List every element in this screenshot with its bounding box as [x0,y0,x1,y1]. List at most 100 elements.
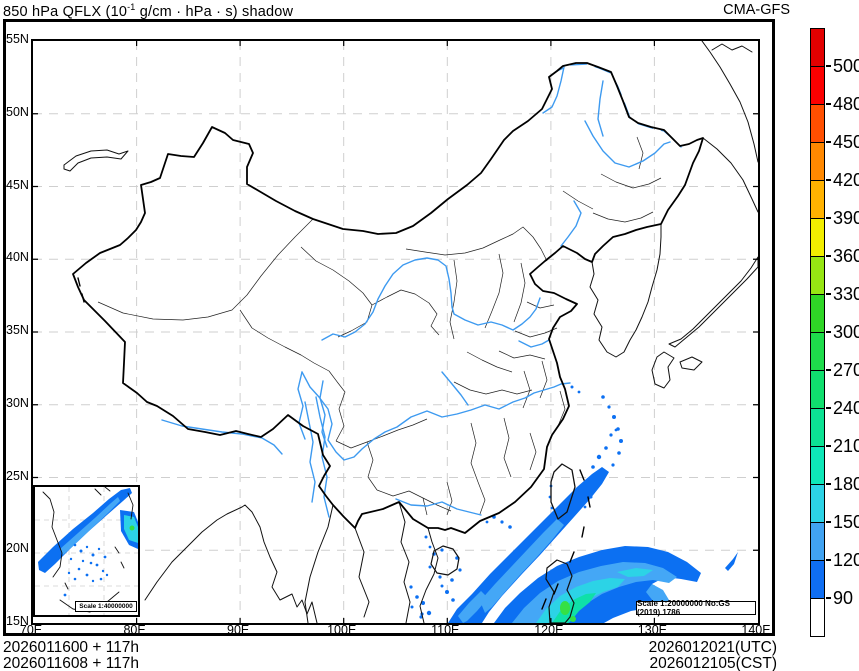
colorbar-tick-90 [826,597,831,599]
colorbar-segment-0 [810,28,825,67]
lat-label-55N: 55N [6,32,29,46]
colorbar-label-300: 300 [833,322,859,342]
laos-border [398,501,411,623]
china-map-svg [33,41,758,623]
colorbar-label-90: 90 [833,588,854,608]
colorbar-tick-120 [826,559,831,561]
colorbar-label-150: 150 [833,512,859,532]
russia-seaofjapan-coast [702,137,758,213]
lon-label-100E: 100E [327,623,357,637]
jinsha-river [319,380,328,448]
lat-label-40N: 40N [6,250,29,265]
colorbar-segment-9 [810,370,825,409]
colorbar-tick-480 [826,103,831,105]
colorbar-label-500: 500 [833,56,859,76]
colorbar-label-390: 390 [833,208,859,228]
colorbar-tick-420 [826,179,831,181]
lat-label-20N: 20N [6,541,29,556]
colorbar-segment-5 [810,218,825,257]
russia-strait [711,43,753,53]
outer-frame [3,19,775,636]
china-national-border [72,62,704,534]
japan-shikoku [679,356,703,371]
lon-label-130E: 130E [637,623,667,637]
japan-honshu [668,256,758,348]
yarlung-river [161,419,283,455]
map-canvas [31,39,760,625]
lat-label-30N: 30N [6,395,29,410]
colorbar-segment-3 [810,142,825,181]
colorbar-label-240: 240 [833,398,859,418]
colorbar-label-270: 270 [833,360,859,380]
lat-label-45N: 45N [6,177,29,192]
colorbar-tick-300 [826,331,831,333]
inset-speckles [63,543,109,597]
colorbar-segment-7 [810,294,825,333]
colorbar-segment-8 [810,332,825,371]
colorbar-segment-11 [810,446,825,485]
amur-river [548,63,682,148]
axis-ticks [33,41,758,623]
songhua-river [584,120,671,168]
south-china-sea-inset: Scale 1:40000000 [33,485,140,617]
yalong-river [297,371,306,440]
colorbar-segment-13 [810,522,825,561]
japan-kyushu [651,351,675,389]
coastlines [63,41,758,623]
lon-label-120E: 120E [534,623,564,637]
model-name: CMA-GFS [723,2,790,18]
colorbar-segment-10 [810,408,825,447]
map-scale-label: Scale 1:20000000 No:GS (2019) 1786 [636,599,756,617]
huai-river [518,339,550,348]
russia-pacific-coast [701,41,758,163]
colorbar-segment-15 [810,598,825,637]
title-superscript: -1 [127,2,136,12]
valid-time-utc: 2026012021(UTC) [648,639,777,656]
colorbar-tick-500 [826,65,831,67]
colorbar-segment-4 [810,180,825,219]
luzon-island [545,559,575,623]
init-time-line1: 2026011600 + 117h [3,639,140,656]
colorbar-tick-210 [826,445,831,447]
title-suffix: g/cm · hPa · s) shadow [135,3,294,20]
mekong-river [315,396,330,518]
lon-label-80E: 80E [123,623,146,637]
valid-time-cst: 2026012105(CST) [649,655,777,671]
colorbar-tick-150 [826,521,831,523]
colorbar-segment-1 [810,66,825,105]
colorbar-tick-330 [826,293,831,295]
colorbar-label-210: 210 [833,436,859,456]
lat-label-50N: 50N [6,104,29,119]
colorbar-tick-240 [826,407,831,409]
india-bengal-coastline [144,504,318,623]
lake-balkhash [63,149,129,172]
province-borders [97,136,662,516]
argun-river [542,66,565,114]
colorbar-label-420: 420 [833,170,859,190]
colorbar-tick-180 [826,483,831,485]
lat-label-25N: 25N [6,468,29,483]
colorbar-label-180: 180 [833,474,859,494]
thailand-border [354,527,370,618]
colorbar-label-120: 120 [833,550,859,570]
colorbar-label-480: 480 [833,94,859,114]
colorbar-label-360: 360 [833,246,859,266]
qflx-shading [409,385,738,623]
lon-label-90E: 90E [227,623,250,637]
lat-label-35N: 35N [6,323,29,337]
inset-coastlines [42,486,134,613]
nen-river [597,80,604,137]
inset-shading [38,488,138,597]
colorbar-segment-6 [810,256,825,295]
colorbar-tick-270 [826,369,831,371]
colorbar-tick-390 [826,217,831,219]
speckle-dots-band [419,428,618,619]
salween-river [304,401,316,503]
lon-label-140E: 140E [741,623,771,637]
myanmar-border [304,504,334,623]
colorbar-label-450: 450 [833,132,859,152]
korea-coastline [589,223,662,358]
pearl-river [395,498,482,516]
inset-scale-label: Scale 1:40000000 [75,601,137,612]
